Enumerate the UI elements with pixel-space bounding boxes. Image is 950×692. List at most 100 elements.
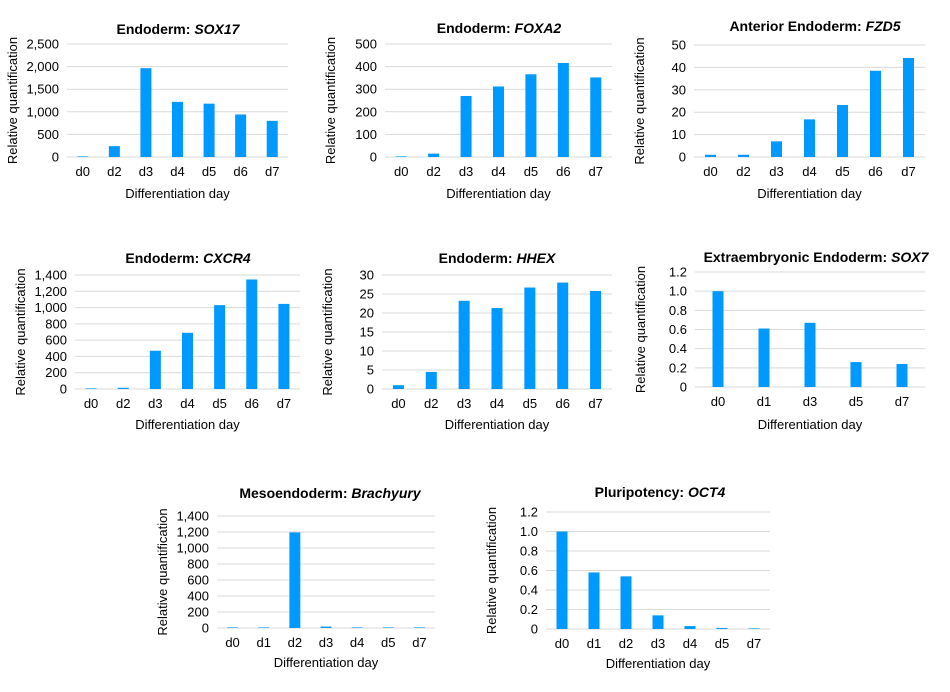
bar-d3 [804,322,816,387]
y-tick-label: 1,000 [176,541,209,556]
y-tick-label: 25 [360,287,374,302]
bar-d4 [493,86,504,157]
y-axis-label: Relative quantification [5,37,20,164]
x-tick-label: d3 [803,394,817,409]
chart-title: Endoderm: SOX17 [117,21,241,37]
x-tick-label: d0 [76,164,90,179]
y-tick-label: 1,000 [34,300,67,315]
bar-d7 [590,77,602,157]
x-tick-label: d0 [711,394,725,409]
y-tick-label: 20 [672,105,686,120]
y-tick-label: 300 [355,82,377,97]
y-tick-label: 0.2 [520,602,538,617]
y-tick-label: 0.8 [669,303,687,318]
y-tick-label: 200 [355,104,377,119]
x-tick-label: d7 [901,164,915,179]
y-tick-label: 200 [187,605,209,620]
chart-oct4: 0 0.2 0.4 0.6 0.8 1.0 1.2 d0 d1 d2 d3 d4 d5 d7 Pluripo… [484,484,770,671]
title-prefix: Mesoendoderm: [239,485,351,501]
x-tick-label: d7 [895,394,909,409]
x-tick-label: d3 [139,164,153,179]
chart-title: Endoderm: FOXA2 [437,20,562,36]
bar-d0 [77,156,89,157]
bar-d6 [557,62,569,157]
title-prefix: Endoderm: [437,20,515,36]
y-tick-label: 0 [531,622,538,637]
y-tick-label: 0 [367,382,374,397]
y-tick-label: 50 [672,38,686,53]
x-tick-label: d7 [589,164,603,179]
bar-d2 [289,532,301,628]
x-tick-label: d2 [288,635,302,650]
bar-d1 [588,572,600,629]
x-tick-label: d5 [202,164,216,179]
x-axis-label: Differentiation day [135,417,240,432]
y-tick-label: 0 [370,150,377,165]
y-tick-label: 0.2 [669,360,687,375]
y-tick-label: 500 [355,37,377,52]
y-tick-label: 400 [187,589,209,604]
y-axis-label: Relative quantification [320,268,335,395]
x-axis-label: Differentiation day [446,186,551,201]
y-tick-label: 10 [360,344,374,359]
bar-d4 [804,119,815,157]
y-tick-label: 0 [60,382,67,397]
bar-d7 [748,628,760,629]
x-axis-label: Differentiation day [445,417,550,432]
x-tick-label: d7 [277,396,291,411]
title-gene: SOX17 [194,21,240,37]
bar-d0 [227,627,239,628]
x-tick-label: d0 [703,164,717,179]
y-axis-label: Relative quantification [633,266,648,393]
bar-d7 [413,627,425,628]
title-gene: CXCR4 [203,250,251,266]
y-tick-label: 1,200 [34,284,67,299]
title-gene: FZD5 [866,18,901,34]
chart-hhex: 0 5 10 15 20 25 30 d0 d2 d3 d4 d5 d6 d7 Endoderm: HHEX… [320,250,612,432]
title-prefix: Endoderm: [439,250,517,266]
y-tick-label: 1,400 [176,509,209,524]
x-tick-label: d6 [233,164,247,179]
bar-d5 [382,627,394,628]
bar-d7 [590,290,602,389]
x-tick-label: d6 [868,164,882,179]
bar-d5 [524,287,536,389]
x-tick-label: d5 [849,394,863,409]
x-tick-label: d4 [170,164,184,179]
bar-d2 [620,576,632,629]
x-axis-label: Differentiation day [757,186,862,201]
bar-d5 [525,74,537,157]
x-tick-label: d7 [588,396,602,411]
bar-d2 [738,154,749,157]
bar-d2 [428,153,440,157]
bar-d0 [556,531,568,629]
chart-title: Endoderm: HHEX [439,250,557,266]
y-tick-label: 1.2 [520,505,538,520]
bar-d2 [425,371,437,389]
y-tick-label: 100 [355,127,377,142]
title-gene: OCT4 [688,484,726,500]
bar-d3 [149,350,161,389]
y-tick-label: 2,500 [26,37,59,52]
bar-d1 [758,328,770,387]
chart-title: Mesoendoderm: Brachyury [239,485,421,501]
bar-d2 [117,387,129,389]
title-gene: HHEX [516,250,557,266]
y-tick-label: 800 [187,557,209,572]
x-tick-label: d5 [381,635,395,650]
bar-d7 [903,57,914,157]
x-tick-label: d2 [426,164,440,179]
x-tick-label: d6 [245,396,259,411]
y-axis-label: Relative quantification [155,508,170,635]
x-tick-label: d3 [457,396,471,411]
x-tick-label: d3 [319,635,333,650]
title-gene: Brachyury [351,485,421,501]
x-axis-label: Differentiation day [274,655,379,670]
chart-fzd5: 0 10 20 30 40 50 d0 d2 d3 d4 d5 d6 d7 Anterior Endode… [632,18,925,201]
bar-d5 [850,362,862,387]
chart-title: Pluripotency: OCT4 [595,484,726,500]
chart-title: Endoderm: CXCR4 [125,250,250,266]
